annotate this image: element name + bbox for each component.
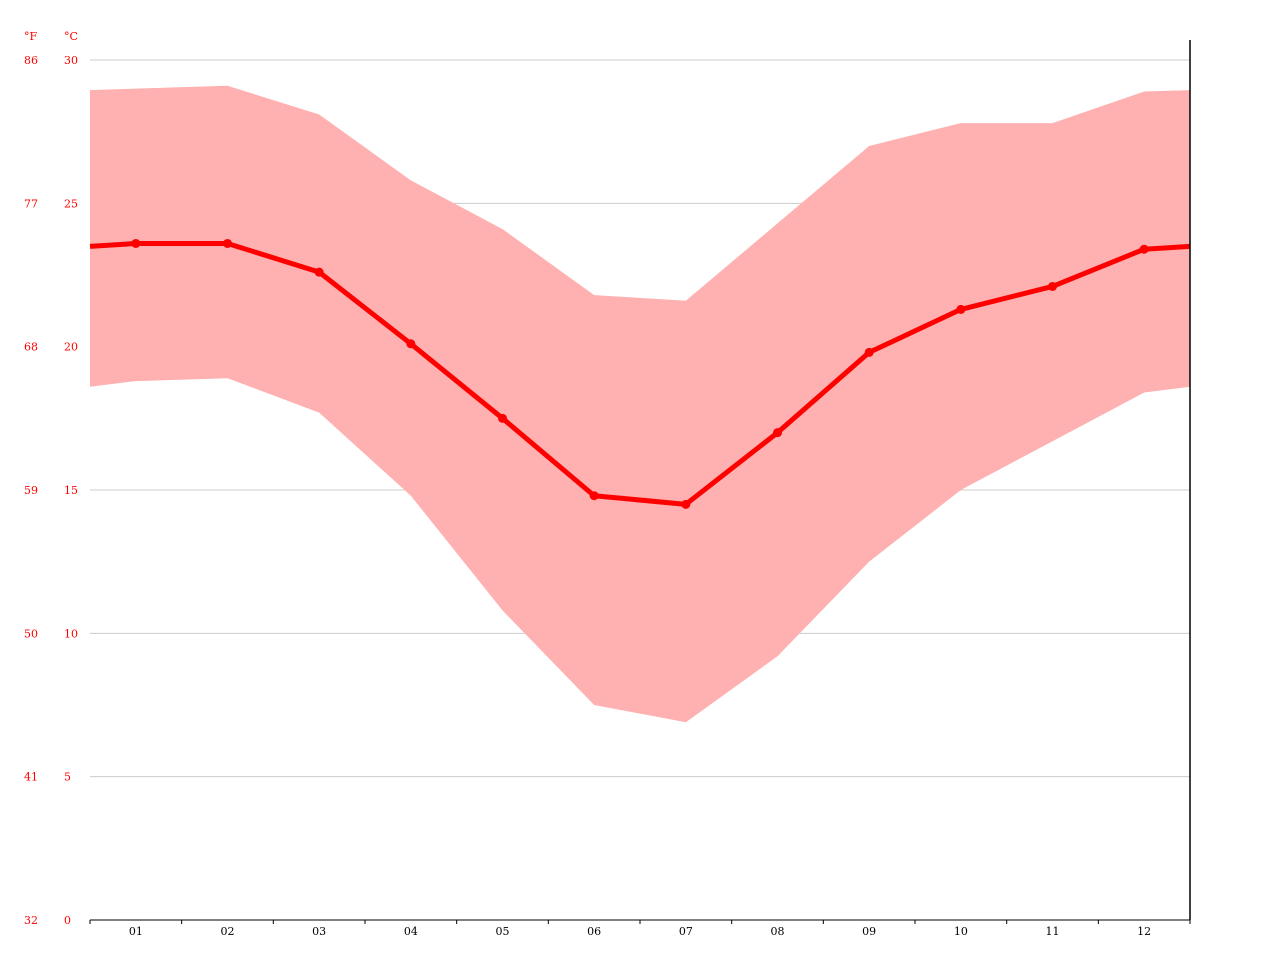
- y-tick-label-celsius: 5: [64, 771, 71, 784]
- mean-temperature-point: [1048, 281, 1057, 291]
- y-tick-label-fahrenheit: 32: [24, 914, 38, 927]
- x-tick-label: 07: [679, 925, 693, 938]
- mean-temperature-path: [89, 240, 1191, 507]
- axes: 0 32 5 41 10 50 15 59 20 68 25 77 30 86 01 02 03 04 05 06 07…: [24, 40, 1191, 938]
- y-tick-label-fahrenheit: 68: [24, 341, 38, 354]
- mean-temperature-point: [956, 304, 966, 314]
- mean-temperature-point: [498, 413, 507, 423]
- mean-temperature-line: [89, 238, 1191, 509]
- y-tick-label-celsius: 20: [64, 341, 78, 354]
- x-tick-label: 06: [587, 925, 601, 938]
- temperature-range-area: [90, 85, 1190, 723]
- temperature-range-band: [90, 85, 1190, 723]
- y-tick-label-celsius: 0: [64, 914, 71, 927]
- x-tick-label: 09: [862, 925, 876, 938]
- y-tick-label-fahrenheit: 59: [24, 484, 38, 497]
- x-tick-label: 03: [312, 925, 326, 938]
- y-tick-label-celsius: 25: [64, 197, 78, 210]
- mean-temperature-point: [589, 491, 599, 501]
- unit-label-celsius: °C: [64, 30, 78, 43]
- y-tick-label-celsius: 15: [64, 484, 78, 497]
- x-tick-label: 05: [496, 925, 510, 938]
- y-tick-label-fahrenheit: 50: [24, 627, 38, 640]
- x-tick-label: 12: [1137, 925, 1151, 938]
- unit-label-fahrenheit: °F: [24, 30, 38, 43]
- mean-temperature-point: [131, 238, 141, 248]
- x-tick-label: 02: [221, 925, 235, 938]
- x-tick-label: 04: [404, 925, 418, 938]
- x-tick-label: 08: [771, 925, 785, 938]
- y-tick-label-celsius: 30: [64, 54, 78, 67]
- y-tick-label-fahrenheit: 86: [24, 54, 38, 67]
- mean-temperature-point: [1139, 244, 1149, 254]
- mean-temperature-point: [314, 267, 324, 277]
- y-tick-label-celsius: 10: [64, 627, 78, 640]
- mean-temperature-point: [406, 339, 416, 349]
- x-tick-label: 01: [129, 925, 143, 938]
- mean-temperature-point: [223, 238, 232, 248]
- y-tick-label-fahrenheit: 77: [24, 197, 38, 210]
- x-tick-label: 11: [1046, 925, 1060, 938]
- mean-temperature-point: [681, 499, 691, 509]
- y-tick-label-fahrenheit: 41: [24, 771, 38, 784]
- x-tick-label: 10: [954, 925, 968, 938]
- mean-temperature-point: [773, 428, 782, 438]
- mean-temperature-point: [864, 347, 874, 357]
